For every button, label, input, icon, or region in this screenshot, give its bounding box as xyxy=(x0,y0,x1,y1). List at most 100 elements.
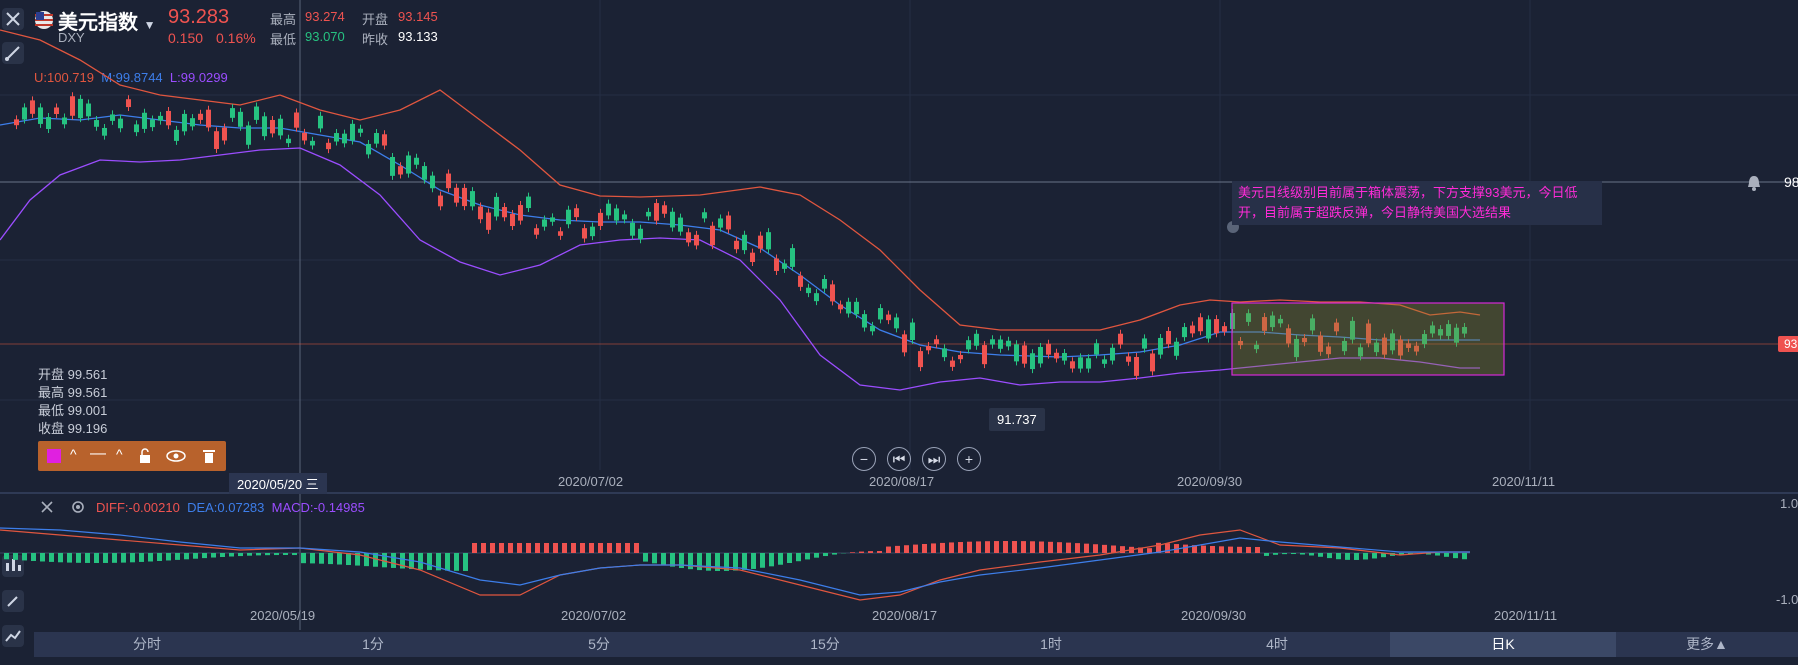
candle xyxy=(726,215,731,230)
candle xyxy=(110,114,115,121)
chevron-up-icon[interactable]: ^ xyxy=(70,446,77,462)
tab-timeframe[interactable]: 15分 xyxy=(810,636,840,652)
macd-bar xyxy=(769,553,774,567)
eye-icon[interactable] xyxy=(166,449,186,468)
candle xyxy=(14,119,19,126)
close-icon[interactable] xyxy=(40,500,54,519)
candle xyxy=(886,314,891,321)
ohlc-high: 最高 99.561 xyxy=(38,385,108,400)
candle xyxy=(206,109,211,128)
left-toolbar xyxy=(0,0,26,647)
macd-chart[interactable] xyxy=(0,500,1798,625)
macd-bar xyxy=(319,553,324,564)
tab-timeframe[interactable]: 1分 xyxy=(362,636,384,652)
macd-bar xyxy=(1012,541,1017,553)
skip-forward-icon[interactable]: ⏭ xyxy=(922,447,946,471)
candle xyxy=(1374,342,1379,353)
macd-bar xyxy=(571,543,576,553)
close-icon[interactable] xyxy=(2,8,24,30)
macd-bar xyxy=(1030,541,1035,553)
candle xyxy=(646,211,651,217)
macd-bar xyxy=(193,553,198,559)
settings-icon[interactable] xyxy=(70,499,86,520)
candle xyxy=(54,107,59,115)
macd-bar xyxy=(67,553,72,563)
open-value: 93.145 xyxy=(398,9,438,24)
tab-timeframe[interactable]: 1时 xyxy=(1040,636,1062,652)
bell-icon[interactable] xyxy=(1745,174,1763,197)
unlock-icon[interactable] xyxy=(138,448,152,469)
macd-bar xyxy=(967,541,972,553)
candle xyxy=(278,118,283,136)
macd-bar xyxy=(1435,553,1440,556)
candle xyxy=(46,117,51,130)
candle xyxy=(838,304,843,310)
candle xyxy=(510,214,515,227)
macd-bar xyxy=(1345,553,1350,560)
macd-bar xyxy=(22,553,27,561)
macd-date-label: 2020/05/19 xyxy=(250,608,316,623)
macd-bar xyxy=(616,543,621,553)
candle xyxy=(158,115,163,121)
macd-bar xyxy=(553,543,558,553)
candle xyxy=(1022,345,1027,364)
macd-bar xyxy=(634,543,639,553)
trash-icon[interactable] xyxy=(202,448,216,469)
tab-timeframe-active[interactable]: 日K xyxy=(1390,632,1616,657)
macd-bar xyxy=(787,553,792,564)
candle xyxy=(174,129,179,141)
macd-bar xyxy=(508,543,513,553)
macd-bar xyxy=(301,553,306,564)
candle xyxy=(702,212,707,219)
indicator-icon[interactable] xyxy=(2,555,24,577)
boll-lower: L:99.0299 xyxy=(169,70,228,85)
candle xyxy=(542,219,547,227)
draw-line-icon[interactable] xyxy=(2,42,24,64)
macd-axis-bottom: -1.0 xyxy=(1776,592,1798,607)
macd-bar xyxy=(130,553,135,563)
chart-type-icon[interactable] xyxy=(2,625,24,647)
macd-bar xyxy=(697,553,702,571)
macd-bar xyxy=(112,553,117,563)
candle xyxy=(414,157,419,165)
macd-bar xyxy=(1399,553,1404,555)
candle xyxy=(734,240,739,250)
candle xyxy=(630,222,635,236)
candle xyxy=(302,132,307,141)
tab-more[interactable]: 更多▲ xyxy=(1686,636,1728,652)
chevron-down-icon[interactable]: ▼ xyxy=(143,18,156,32)
candle xyxy=(1094,343,1099,355)
macd-bar xyxy=(1381,553,1386,558)
candle xyxy=(982,345,987,365)
tab-timeframe[interactable]: 4时 xyxy=(1266,636,1288,652)
range-box xyxy=(1231,302,1505,376)
tab-timeframe[interactable]: 5分 xyxy=(588,636,610,652)
candle xyxy=(782,263,787,269)
macd-bar xyxy=(598,543,603,553)
candle xyxy=(1286,328,1291,344)
ohlc-close: 收盘 99.196 xyxy=(38,421,108,436)
tab-timeframe[interactable]: 分时 xyxy=(133,636,161,652)
macd-bar xyxy=(49,553,54,562)
candle xyxy=(166,110,171,126)
skip-back-icon[interactable]: ⏮ xyxy=(887,447,911,471)
symbol-name[interactable]: 美元指数 ▼ xyxy=(58,12,156,34)
line-style-icon[interactable]: — xyxy=(90,445,106,462)
high-label: 最高 xyxy=(270,12,297,27)
candle xyxy=(1126,356,1131,362)
chevron-up-icon[interactable]: ^ xyxy=(116,446,123,462)
candle xyxy=(750,252,755,263)
candle xyxy=(1150,353,1155,372)
candle xyxy=(806,287,811,294)
pen-icon[interactable] xyxy=(2,590,24,612)
candle xyxy=(1102,359,1107,364)
macd-bar xyxy=(1426,553,1431,555)
color-swatch[interactable] xyxy=(47,449,61,463)
candle xyxy=(246,125,251,145)
zoom-in-icon[interactable]: + xyxy=(957,447,981,471)
annotation-note[interactable]: 美元日线级别目前属于箱体震荡，下方支撑93美元，今日低开，目前属于超跌反弹，今日… xyxy=(1232,181,1602,225)
candle xyxy=(1414,345,1419,352)
zoom-out-icon[interactable]: − xyxy=(852,447,876,471)
macd-bar xyxy=(760,553,765,568)
